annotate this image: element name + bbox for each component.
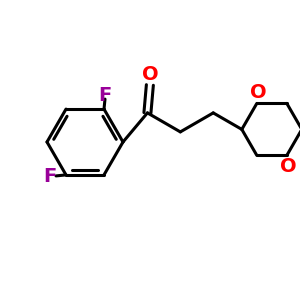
Text: O: O [280, 157, 296, 176]
Text: F: F [44, 167, 57, 186]
Text: O: O [250, 83, 266, 102]
Text: F: F [98, 85, 112, 105]
Text: O: O [142, 65, 158, 85]
